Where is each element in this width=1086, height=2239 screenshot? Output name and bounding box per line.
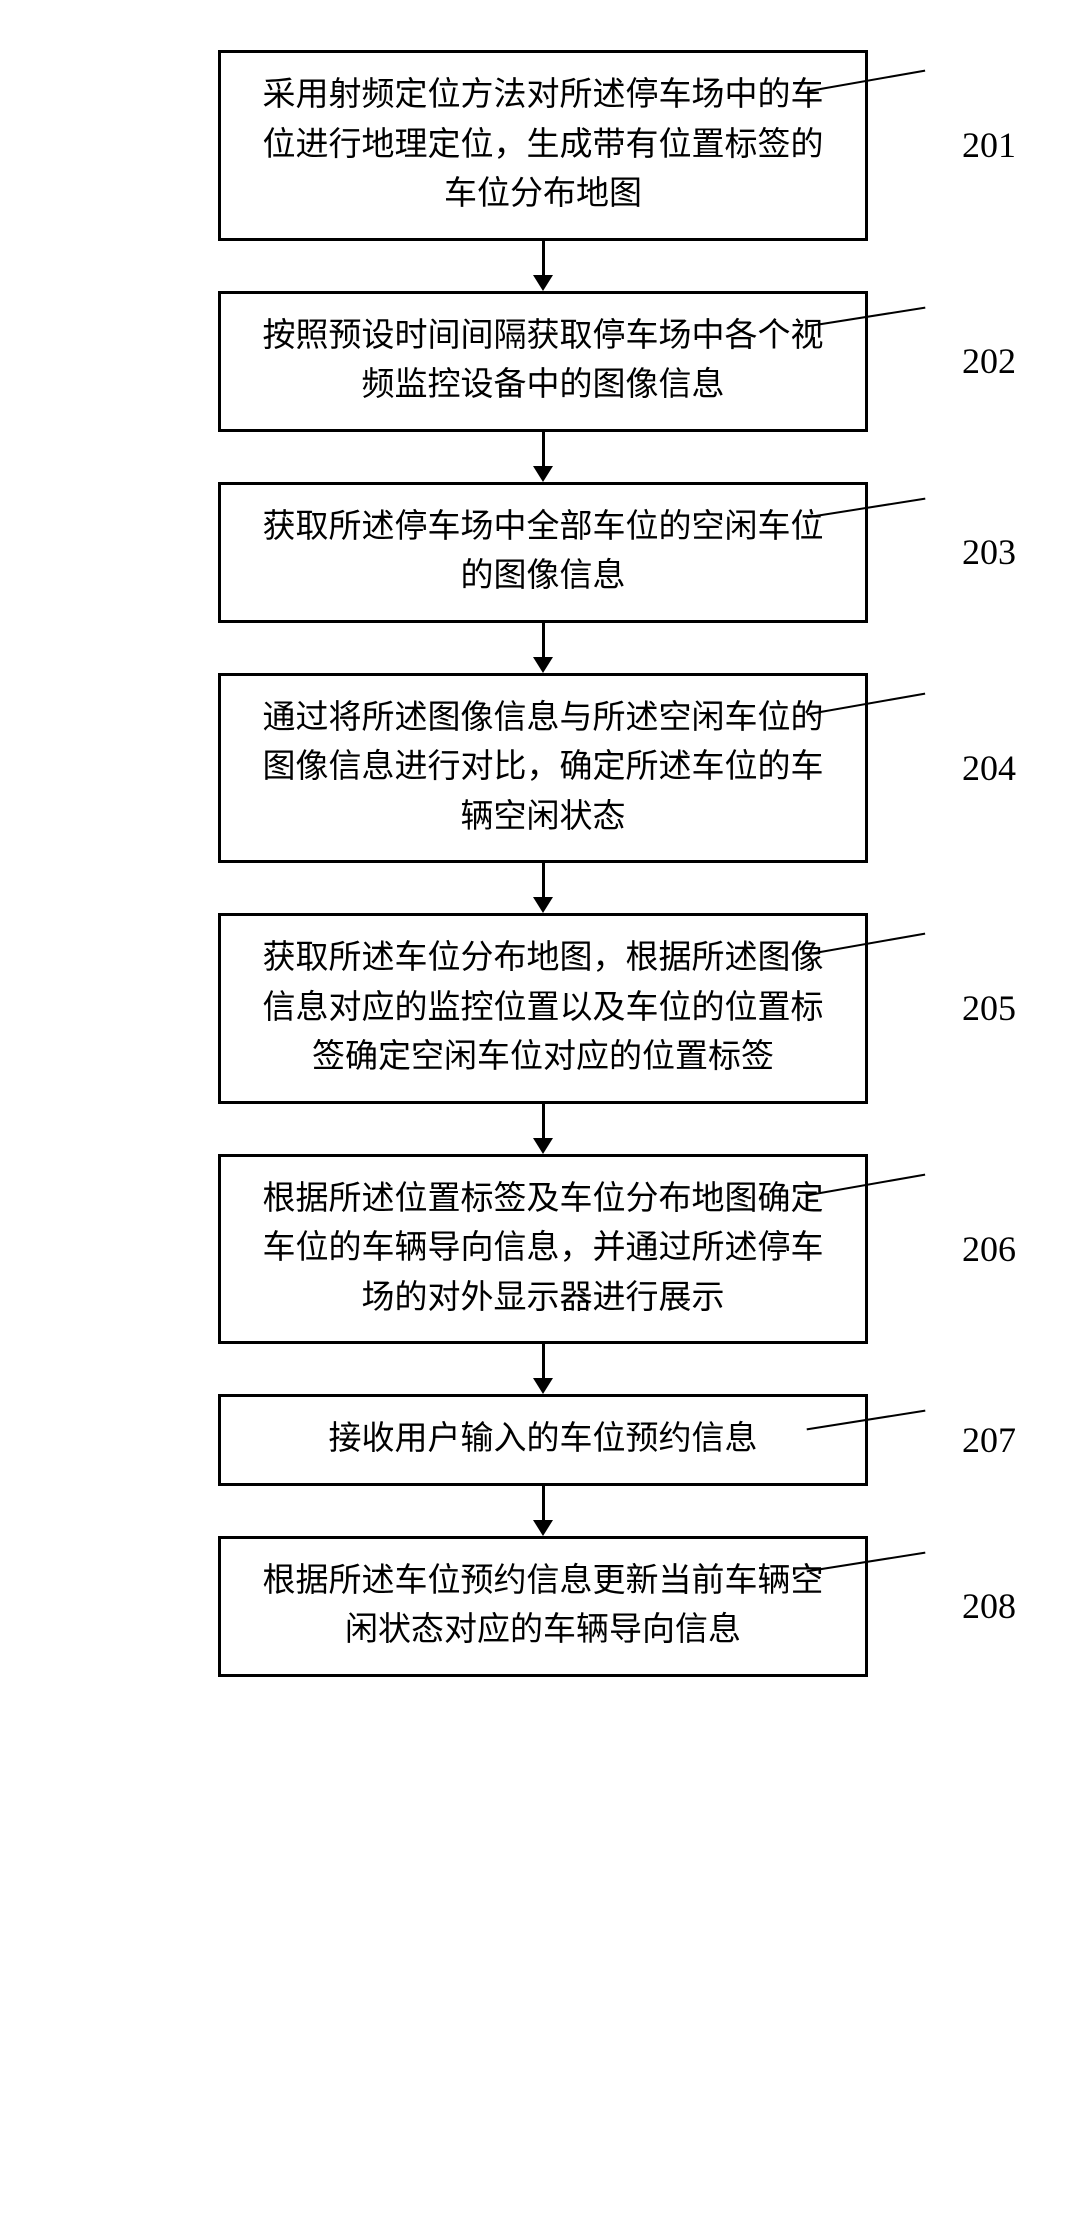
step-row-206: 根据所述位置标签及车位分布地图确定车位的车辆导向信息，并通过所述停车场的对外显示… <box>0 1154 1086 1345</box>
step-row-204: 通过将所述图像信息与所述空闲车位的图像信息进行对比，确定所述车位的车辆空闲状态 … <box>0 673 1086 864</box>
step-text: 按照预设时间间隔获取停车场中各个视频监控设备中的图像信息 <box>263 318 824 404</box>
step-text: 根据所述车位预约信息更新当前车辆空闲状态对应的车辆导向信息 <box>263 1563 824 1649</box>
arrow-down-icon <box>533 1344 553 1394</box>
step-row-202: 按照预设时间间隔获取停车场中各个视频监控设备中的图像信息 202 <box>0 291 1086 432</box>
step-label-203: 203 <box>962 531 1016 573</box>
step-box-206: 根据所述位置标签及车位分布地图确定车位的车辆导向信息，并通过所述停车场的对外显示… <box>218 1154 868 1345</box>
step-row-203: 获取所述停车场中全部车位的空闲车位的图像信息 203 <box>0 482 1086 623</box>
step-text: 通过将所述图像信息与所述空闲车位的图像信息进行对比，确定所述车位的车辆空闲状态 <box>263 700 824 835</box>
step-row-207: 接收用户输入的车位预约信息 207 <box>0 1394 1086 1486</box>
step-text: 根据所述位置标签及车位分布地图确定车位的车辆导向信息，并通过所述停车场的对外显示… <box>263 1181 824 1316</box>
step-box-208: 根据所述车位预约信息更新当前车辆空闲状态对应的车辆导向信息 <box>218 1536 868 1677</box>
arrow-down-icon <box>533 432 553 482</box>
flowchart-container: 采用射频定位方法对所述停车场中的车位进行地理定位，生成带有位置标签的车位分布地图… <box>0 50 1086 1677</box>
step-text: 采用射频定位方法对所述停车场中的车位进行地理定位，生成带有位置标签的车位分布地图 <box>263 77 824 212</box>
step-box-202: 按照预设时间间隔获取停车场中各个视频监控设备中的图像信息 <box>218 291 868 432</box>
step-label-202: 202 <box>962 340 1016 382</box>
step-label-205: 205 <box>962 987 1016 1029</box>
step-box-204: 通过将所述图像信息与所述空闲车位的图像信息进行对比，确定所述车位的车辆空闲状态 <box>218 673 868 864</box>
step-label-206: 206 <box>962 1228 1016 1270</box>
step-label-208: 208 <box>962 1585 1016 1627</box>
step-label-207: 207 <box>962 1419 1016 1461</box>
arrow-down-icon <box>533 1104 553 1154</box>
arrow-down-icon <box>533 863 553 913</box>
step-text: 接收用户输入的车位预约信息 <box>329 1421 758 1457</box>
arrow-down-icon <box>533 241 553 291</box>
step-label-204: 204 <box>962 747 1016 789</box>
step-row-205: 获取所述车位分布地图，根据所述图像信息对应的监控位置以及车位的位置标签确定空闲车… <box>0 913 1086 1104</box>
step-label-201: 201 <box>962 124 1016 166</box>
arrow-down-icon <box>533 623 553 673</box>
step-box-201: 采用射频定位方法对所述停车场中的车位进行地理定位，生成带有位置标签的车位分布地图 <box>218 50 868 241</box>
step-box-203: 获取所述停车场中全部车位的空闲车位的图像信息 <box>218 482 868 623</box>
step-text: 获取所述车位分布地图，根据所述图像信息对应的监控位置以及车位的位置标签确定空闲车… <box>263 940 824 1075</box>
step-row-208: 根据所述车位预约信息更新当前车辆空闲状态对应的车辆导向信息 208 <box>0 1536 1086 1677</box>
step-box-205: 获取所述车位分布地图，根据所述图像信息对应的监控位置以及车位的位置标签确定空闲车… <box>218 913 868 1104</box>
step-box-207: 接收用户输入的车位预约信息 <box>218 1394 868 1486</box>
step-text: 获取所述停车场中全部车位的空闲车位的图像信息 <box>263 509 824 595</box>
step-row-201: 采用射频定位方法对所述停车场中的车位进行地理定位，生成带有位置标签的车位分布地图… <box>0 50 1086 241</box>
arrow-down-icon <box>533 1486 553 1536</box>
